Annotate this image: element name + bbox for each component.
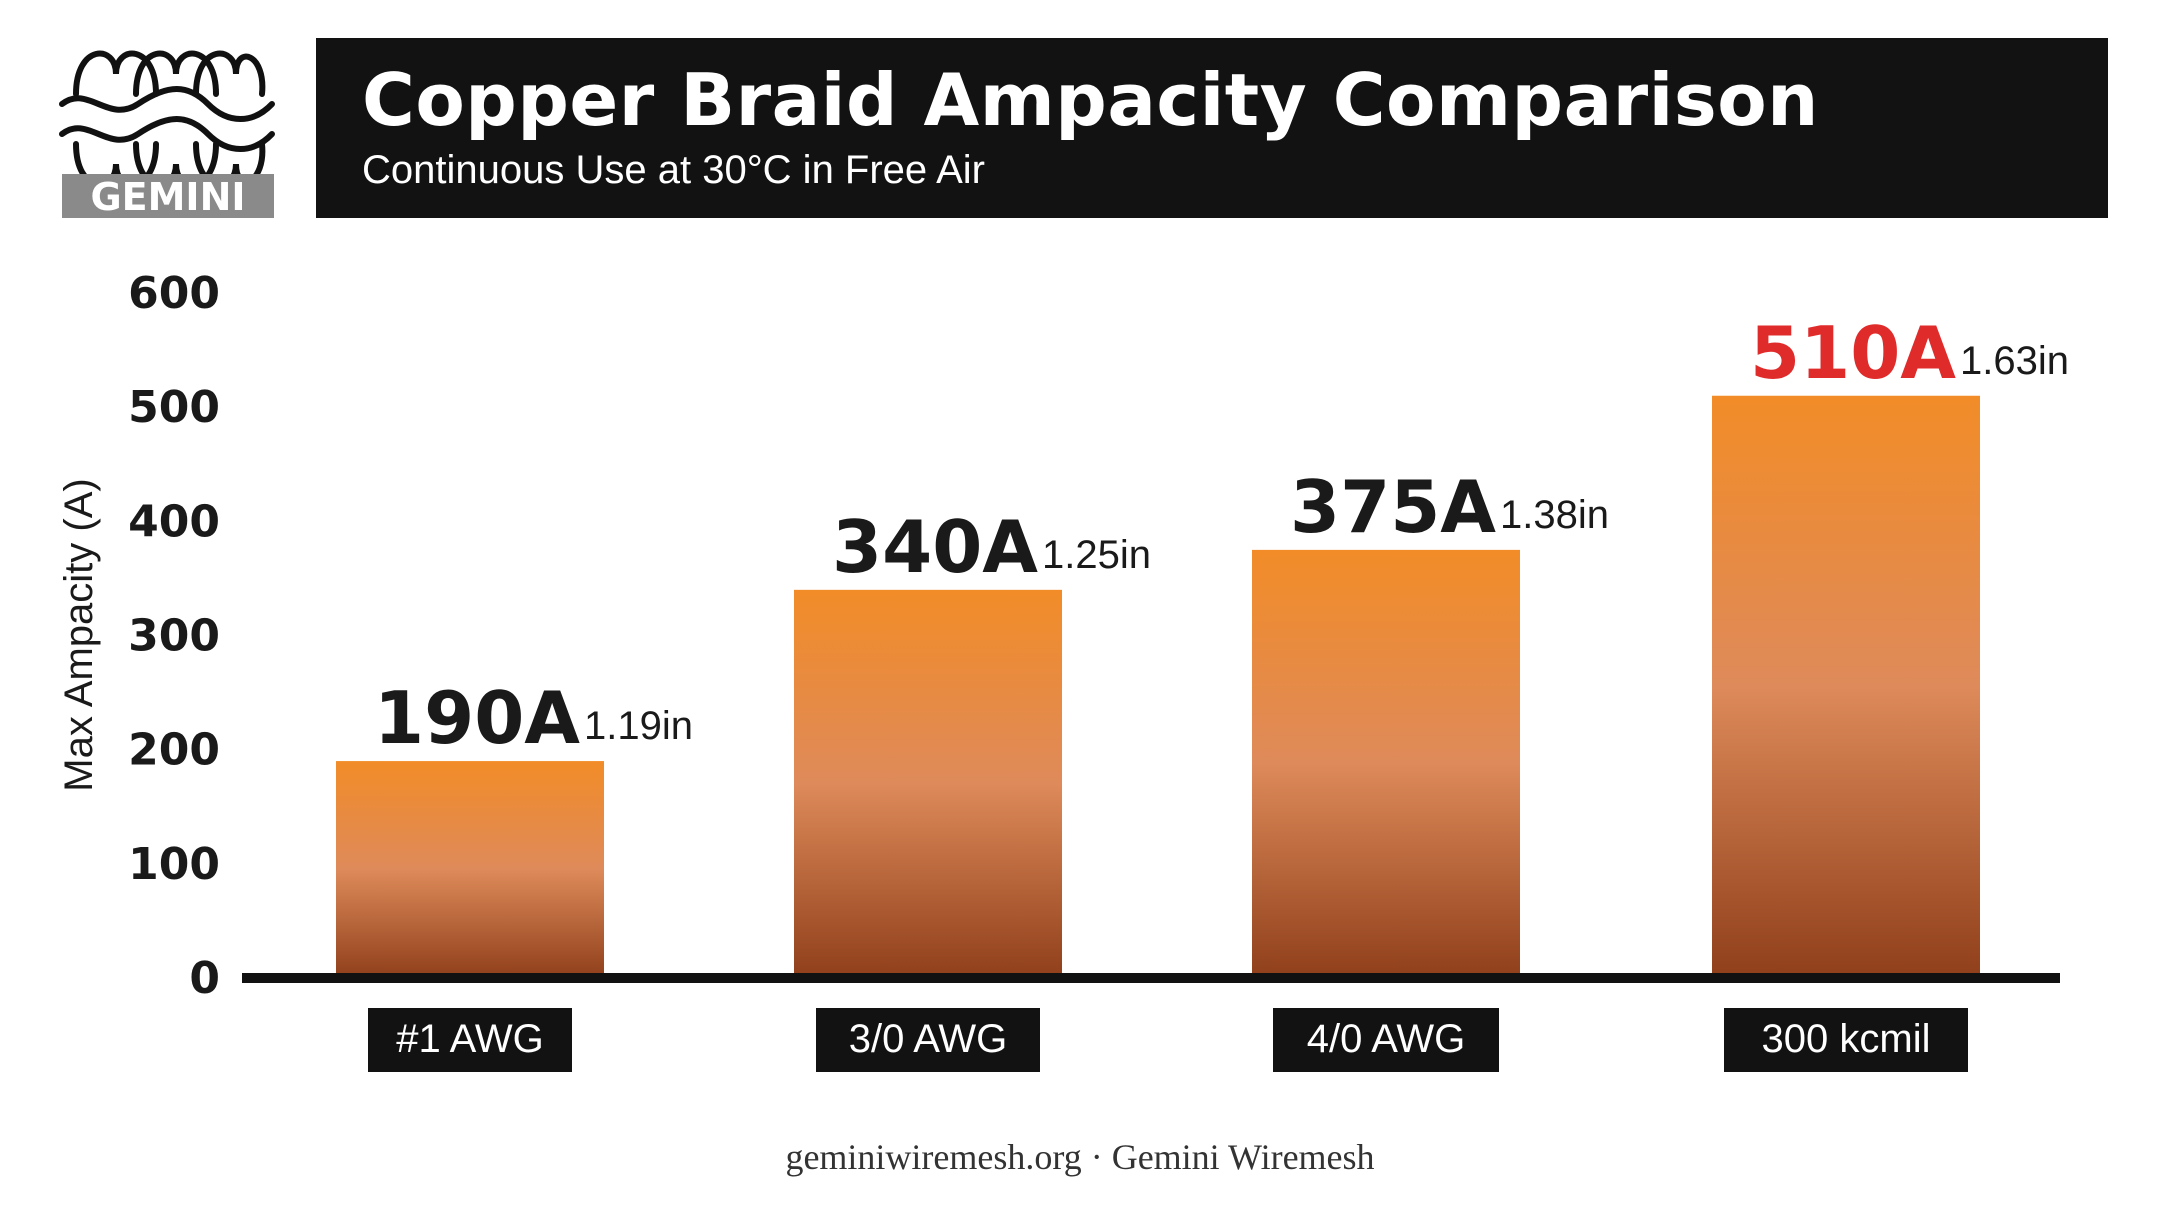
title-banner: Copper Braid Ampacity Comparison Continu… <box>316 38 2108 218</box>
y-tick-label: 300 <box>128 611 220 662</box>
bar <box>1252 549 1520 978</box>
bar-value-label: 190A <box>374 676 580 760</box>
y-tick-label: 400 <box>128 496 220 547</box>
page-title: Copper Braid Ampacity Comparison <box>362 58 1819 142</box>
y-axis-label: Max Ampacity (A) <box>57 478 101 791</box>
bar <box>794 589 1062 978</box>
x-tick-label: 3/0 AWG <box>849 1017 1008 1061</box>
footer-credit: geminiwiremesh.org · Gemini Wiremesh <box>785 1137 1375 1177</box>
x-tick-label: 4/0 AWG <box>1307 1017 1466 1061</box>
bar-value-label: 510A <box>1750 311 1956 395</box>
bar <box>336 761 604 978</box>
bar-diameter-label: 1.25in <box>1042 533 1151 577</box>
y-tick-label: 0 <box>189 953 220 1004</box>
y-tick-label: 100 <box>128 839 220 890</box>
category-label-box <box>1724 1008 1968 1072</box>
y-tick-label: 200 <box>128 725 220 776</box>
y-tick-label: 500 <box>128 382 220 433</box>
logo-text: GEMINI <box>90 175 245 219</box>
bar-value-label: 340A <box>832 505 1038 589</box>
x-tick-label: #1 AWG <box>396 1017 543 1061</box>
category-label-box <box>1273 1008 1499 1072</box>
y-tick-label: 600 <box>128 268 220 319</box>
bar <box>1712 395 1980 978</box>
gemini-logo: GEMINI <box>58 34 278 220</box>
braid-logo-icon: GEMINI <box>59 50 275 219</box>
category-label-box <box>368 1008 572 1072</box>
bar-value-label: 375A <box>1290 465 1496 549</box>
bar-diameter-label: 1.38in <box>1500 493 1609 537</box>
bar-diameter-label: 1.63in <box>1960 339 2069 383</box>
category-label-box <box>816 1008 1040 1072</box>
page-subtitle: Continuous Use at 30°C in Free Air <box>362 148 985 192</box>
bar-diameter-label: 1.19in <box>584 704 693 748</box>
x-tick-label: 300 kcmil <box>1762 1017 1931 1061</box>
